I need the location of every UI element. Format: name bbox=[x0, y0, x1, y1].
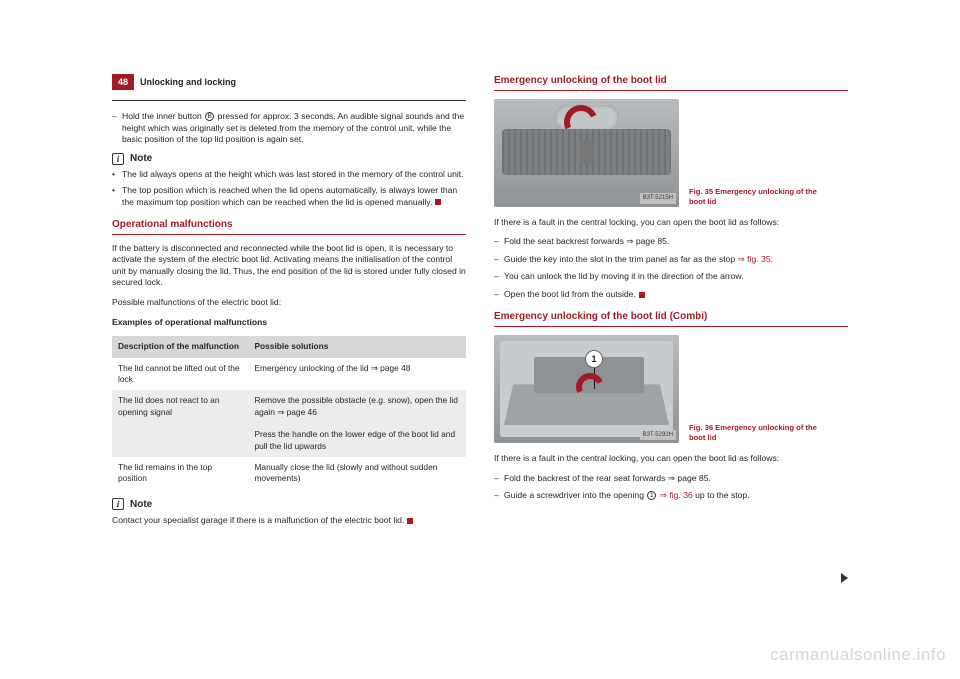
note-bullet-1: • The lid always opens at the height whi… bbox=[112, 169, 466, 181]
op-para-1: If the battery is disconnected and recon… bbox=[112, 243, 466, 289]
table-cell: Emergency unlocking of the lid ⇒ page 48 bbox=[248, 358, 466, 391]
continue-arrow-icon bbox=[841, 573, 848, 583]
note-heading-2: i Note bbox=[112, 498, 466, 512]
note-label: Note bbox=[130, 498, 152, 512]
em1-intro: If there is a fault in the central locki… bbox=[494, 217, 848, 229]
fig-ref: ⇒ fig. 35 bbox=[738, 254, 771, 264]
fig-ref: ⇒ fig. 36 bbox=[660, 490, 693, 500]
table-title: Examples of operational malfunctions bbox=[112, 317, 466, 329]
note-bullet-2: • The top position which is reached when… bbox=[112, 185, 466, 208]
step-text: Fold the backrest of the rear seat forwa… bbox=[504, 473, 711, 485]
table-head-sol: Possible solutions bbox=[248, 336, 466, 357]
page: 48 Unlocking and locking – Hold the inne… bbox=[0, 0, 960, 679]
end-square-icon bbox=[407, 518, 413, 524]
watermark: carmanualsonline.info bbox=[770, 645, 946, 665]
opening-ref-circle: 1 bbox=[647, 491, 656, 500]
step-text: Open the boot lid from the outside. bbox=[504, 289, 645, 301]
note-heading: i Note bbox=[112, 152, 466, 166]
text: The top position which is reached when t… bbox=[122, 185, 457, 207]
em1-step: –Open the boot lid from the outside. bbox=[494, 289, 848, 301]
table-cell: The lid remains in the top position bbox=[112, 457, 248, 490]
end-square-icon bbox=[639, 292, 645, 298]
heading-underline bbox=[494, 90, 848, 91]
em2-step: –Guide a screwdriver into the opening 1 … bbox=[494, 490, 848, 502]
content-area: 48 Unlocking and locking – Hold the inne… bbox=[112, 74, 848, 589]
step-text: Fold the seat backrest forwards ⇒ page 8… bbox=[504, 236, 669, 248]
figure-35-image: B3T-5215H bbox=[494, 99, 679, 207]
dash-icon: – bbox=[494, 271, 504, 283]
figure-code: B3T-5215H bbox=[640, 193, 676, 203]
info-icon: i bbox=[112, 153, 124, 165]
note-bullet-text: The lid always opens at the height which… bbox=[122, 169, 464, 181]
em1-step: –Guide the key into the slot in the trim… bbox=[494, 254, 848, 266]
figure-35-caption: Fig. 35 Emergency unlocking of the boot … bbox=[689, 187, 829, 207]
emergency2-heading: Emergency unlocking of the boot lid (Com… bbox=[494, 310, 848, 324]
left-column: 48 Unlocking and locking – Hold the inne… bbox=[112, 74, 466, 589]
text: up to the stop. bbox=[693, 490, 750, 500]
table-row: The lid does not react to an opening sig… bbox=[112, 390, 466, 457]
em1-step: –Fold the seat backrest forwards ⇒ page … bbox=[494, 236, 848, 248]
page-header: 48 Unlocking and locking bbox=[112, 74, 466, 90]
figure-36-caption: Fig. 36 Emergency unlocking of the boot … bbox=[689, 423, 829, 443]
page-number: 48 bbox=[112, 74, 134, 90]
top-bullet: – Hold the inner button B pressed for ap… bbox=[112, 111, 466, 146]
table-row: The lid cannot be lifted out of the lock… bbox=[112, 358, 466, 391]
section-title: Unlocking and locking bbox=[140, 76, 236, 88]
figure-36-block: 1 B3T-5292H Fig. 36 Emergency unlocking … bbox=[494, 335, 848, 443]
operational-heading: Operational malfunctions bbox=[112, 218, 466, 232]
button-ref-circle: B bbox=[205, 112, 214, 121]
info-icon: i bbox=[112, 498, 124, 510]
text: Guide the key into the slot in the trim … bbox=[504, 254, 738, 264]
table-cell: The lid does not react to an opening sig… bbox=[112, 390, 248, 457]
text: . bbox=[771, 254, 773, 264]
dash-icon: – bbox=[494, 473, 504, 485]
heading-underline bbox=[112, 234, 466, 235]
table-cell: Manually close the lid (slowly and witho… bbox=[248, 457, 466, 490]
op-para-2: Possible malfunctions of the electric bo… bbox=[112, 297, 466, 309]
em2-step: –Fold the backrest of the rear seat forw… bbox=[494, 473, 848, 485]
key-slot-shape bbox=[580, 141, 594, 163]
note2-text: Contact your specialist garage if there … bbox=[112, 515, 466, 527]
table-row: The lid remains in the top position Manu… bbox=[112, 457, 466, 490]
table-head-desc: Description of the malfunction bbox=[112, 336, 248, 357]
text: Open the boot lid from the outside. bbox=[504, 289, 636, 299]
step-text: Guide a screwdriver into the opening 1 ⇒… bbox=[504, 490, 750, 502]
text: Contact your specialist garage if there … bbox=[112, 515, 404, 525]
dash-icon: – bbox=[494, 254, 504, 266]
table-cell: Remove the possible obstacle (e.g. snow)… bbox=[248, 390, 466, 457]
heading-underline bbox=[494, 326, 848, 327]
figure-35-block: B3T-5215H Fig. 35 Emergency unlocking of… bbox=[494, 99, 848, 207]
dash-icon: – bbox=[112, 111, 122, 146]
malfunction-table: Description of the malfunction Possible … bbox=[112, 336, 466, 489]
dash-icon: – bbox=[494, 236, 504, 248]
bullet-dot-icon: • bbox=[112, 169, 122, 181]
top-bullet-text: Hold the inner button B pressed for appr… bbox=[122, 111, 466, 146]
figure-36-image: 1 B3T-5292H bbox=[494, 335, 679, 443]
note-label: Note bbox=[130, 152, 152, 166]
bullet-dot-icon: • bbox=[112, 185, 122, 208]
step-text: You can unlock the lid by moving it in t… bbox=[504, 271, 744, 283]
text: Hold the inner button bbox=[122, 111, 204, 121]
em1-step: –You can unlock the lid by moving it in … bbox=[494, 271, 848, 283]
table-cell: The lid cannot be lifted out of the lock… bbox=[112, 358, 248, 391]
em2-intro: If there is a fault in the central locki… bbox=[494, 453, 848, 465]
header-rule bbox=[112, 100, 466, 101]
step-text: Guide the key into the slot in the trim … bbox=[504, 254, 773, 266]
callout-badge: 1 bbox=[586, 351, 602, 367]
end-square-icon bbox=[435, 199, 441, 205]
text: Guide a screwdriver into the opening bbox=[504, 490, 646, 500]
emergency1-heading: Emergency unlocking of the boot lid bbox=[494, 74, 848, 88]
right-column: Emergency unlocking of the boot lid B3T-… bbox=[494, 74, 848, 589]
table-header-row: Description of the malfunction Possible … bbox=[112, 336, 466, 357]
dash-icon: – bbox=[494, 289, 504, 301]
dash-icon: – bbox=[494, 490, 504, 502]
figure-code: B3T-5292H bbox=[640, 430, 676, 440]
note-bullet-text: The top position which is reached when t… bbox=[122, 185, 466, 208]
